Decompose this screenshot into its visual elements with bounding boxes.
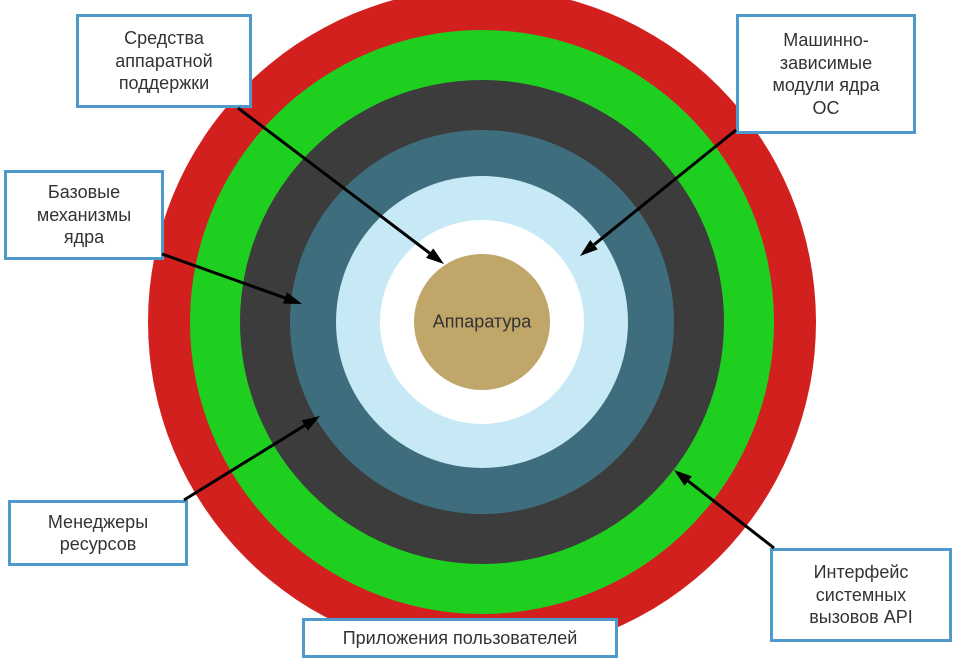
label-res-mgr-text: Менеджерыресурсов bbox=[48, 511, 148, 556]
label-api-iface-text: Интерфейссистемныхвызовов API bbox=[809, 561, 913, 629]
label-base-mech: Базовыемеханизмыядра bbox=[4, 170, 164, 260]
label-machine-dep: Машинно-зависимыемодули ядраОС bbox=[736, 14, 916, 134]
label-user-apps: Приложения пользователей bbox=[302, 618, 618, 658]
center-label: Аппаратура bbox=[433, 312, 531, 333]
label-hw-support-text: Средствааппаратнойподдержки bbox=[115, 27, 212, 95]
diagram-canvas: Аппаратура Средствааппаратнойподдержки М… bbox=[0, 0, 965, 667]
label-api-iface: Интерфейссистемныхвызовов API bbox=[770, 548, 952, 642]
label-machine-dep-text: Машинно-зависимыемодули ядраОС bbox=[773, 29, 880, 119]
label-user-apps-text: Приложения пользователей bbox=[343, 627, 578, 650]
label-hw-support: Средствааппаратнойподдержки bbox=[76, 14, 252, 108]
label-base-mech-text: Базовыемеханизмыядра bbox=[37, 181, 131, 249]
label-res-mgr: Менеджерыресурсов bbox=[8, 500, 188, 566]
